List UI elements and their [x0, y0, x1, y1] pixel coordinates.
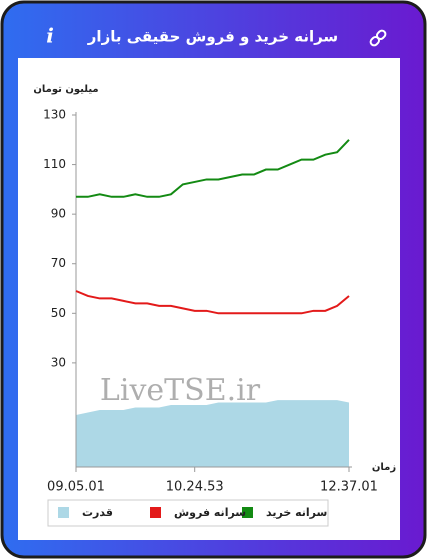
card-title: سرانه خرید و فروش حقیقی بازار	[87, 28, 338, 46]
y-tick-label: 70	[51, 256, 66, 270]
y-tick-label: 50	[51, 306, 66, 320]
link-button[interactable]	[369, 29, 387, 47]
legend	[47, 499, 329, 527]
legend-label: سرانه خرید	[266, 506, 327, 519]
line	[75, 290, 350, 315]
line	[76, 139, 350, 198]
y-tick-label: 110	[43, 157, 66, 171]
legend-label: قدرت	[82, 506, 113, 519]
x-tick-label: 09.05.01	[47, 480, 105, 495]
y-axis-label: میلیون تومان	[33, 84, 98, 95]
legend-swatch	[58, 507, 69, 518]
chart-panel	[18, 58, 400, 540]
y-tick-label: 90	[51, 207, 66, 221]
info-button[interactable]: i	[46, 24, 54, 48]
legend-swatch	[150, 507, 161, 518]
y-tick-label: 30	[51, 355, 66, 369]
x-tick-label: 10.24.53	[166, 480, 224, 495]
watermark: LiveTSE.ir	[100, 373, 261, 408]
x-tick-label: 12.37.01	[320, 480, 378, 495]
legend-swatch	[242, 507, 253, 518]
legend-label: سرانه فروش	[174, 506, 246, 519]
y-tick-label: 130	[43, 108, 66, 122]
area	[76, 400, 349, 467]
x-axis-label: زمان	[372, 462, 396, 473]
